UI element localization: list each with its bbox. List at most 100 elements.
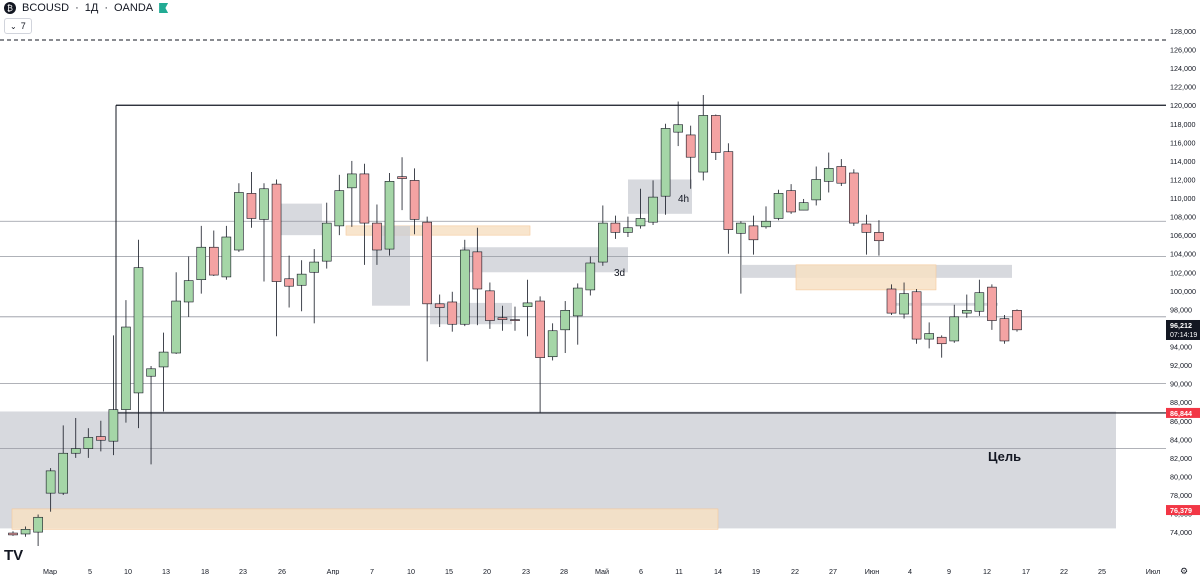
candle[interactable] xyxy=(635,188,646,229)
candle[interactable] xyxy=(33,514,43,547)
candle[interactable] xyxy=(823,152,834,193)
candle[interactable] xyxy=(133,239,144,429)
candle[interactable] xyxy=(70,417,81,458)
candle[interactable] xyxy=(974,279,985,316)
zone-box[interactable] xyxy=(345,225,531,236)
candle[interactable] xyxy=(434,294,445,328)
zone-box[interactable] xyxy=(896,302,998,306)
candle[interactable] xyxy=(798,198,809,211)
zone-box[interactable] xyxy=(280,203,322,236)
candle[interactable] xyxy=(20,526,31,537)
candle[interactable] xyxy=(447,291,458,332)
price-tag[interactable] xyxy=(1166,505,1200,516)
candle[interactable] xyxy=(1012,309,1022,332)
candle[interactable] xyxy=(146,366,156,465)
symbol-name[interactable]: BCOUSD xyxy=(22,2,70,14)
candle[interactable] xyxy=(121,300,131,423)
candle[interactable] xyxy=(45,468,56,512)
candle[interactable] xyxy=(196,225,207,294)
zone-box[interactable] xyxy=(628,179,692,214)
candle[interactable] xyxy=(497,305,508,331)
candle[interactable] xyxy=(522,279,533,337)
candle[interactable] xyxy=(786,184,796,214)
candle[interactable] xyxy=(284,255,294,308)
candle[interactable] xyxy=(673,101,683,147)
candle[interactable] xyxy=(422,216,432,362)
candle[interactable] xyxy=(761,206,771,229)
candle[interactable] xyxy=(572,283,583,345)
candle[interactable] xyxy=(598,205,608,266)
candle[interactable] xyxy=(560,301,571,354)
candle[interactable] xyxy=(108,335,119,456)
candle[interactable] xyxy=(397,157,407,211)
candle[interactable] xyxy=(8,531,18,536)
candle[interactable] xyxy=(547,323,558,361)
candle[interactable] xyxy=(83,428,94,458)
candle[interactable] xyxy=(648,180,658,225)
symbol-header[interactable]: ₿ BCOUSD · 1Д · OANDA xyxy=(4,2,169,14)
candle[interactable] xyxy=(723,143,734,254)
zone-box[interactable] xyxy=(11,508,719,530)
candle[interactable] xyxy=(485,282,495,329)
interval-label[interactable]: 1Д xyxy=(84,2,99,14)
candle[interactable] xyxy=(372,204,382,265)
candle[interactable] xyxy=(660,123,671,215)
candle[interactable] xyxy=(999,314,1010,344)
candle[interactable] xyxy=(585,256,596,296)
candle[interactable] xyxy=(96,420,106,452)
current-price-tag[interactable] xyxy=(1166,319,1200,340)
candle[interactable] xyxy=(459,239,470,327)
candle[interactable] xyxy=(309,249,320,324)
candle[interactable] xyxy=(384,172,395,256)
candle[interactable] xyxy=(849,169,859,226)
candle[interactable] xyxy=(685,125,696,189)
candle[interactable] xyxy=(246,172,257,228)
candle[interactable] xyxy=(811,166,822,206)
candle[interactable] xyxy=(321,202,332,269)
candle[interactable] xyxy=(610,215,621,239)
candle[interactable] xyxy=(899,282,909,319)
candle[interactable] xyxy=(861,214,872,255)
candle[interactable] xyxy=(296,260,307,312)
candle[interactable] xyxy=(359,163,370,265)
candle[interactable] xyxy=(710,114,721,160)
zone-box[interactable] xyxy=(795,264,937,291)
candle[interactable] xyxy=(987,284,997,330)
candle[interactable] xyxy=(773,189,784,221)
candle[interactable] xyxy=(58,425,69,495)
candle[interactable] xyxy=(234,183,244,252)
candle[interactable] xyxy=(535,296,545,413)
gear-icon[interactable]: ⚙ xyxy=(1180,567,1188,575)
indicators-toggle[interactable]: ⌄ 7 xyxy=(4,18,32,34)
candle[interactable] xyxy=(347,160,357,227)
candle[interactable] xyxy=(836,159,847,186)
candle[interactable] xyxy=(271,179,282,337)
candle[interactable] xyxy=(874,220,884,256)
candle[interactable] xyxy=(158,332,169,412)
candle[interactable] xyxy=(886,284,897,315)
candle[interactable] xyxy=(936,335,947,358)
candle[interactable] xyxy=(748,215,759,255)
candle[interactable] xyxy=(334,174,345,236)
candle[interactable] xyxy=(911,288,922,344)
candle[interactable] xyxy=(510,306,520,331)
candle[interactable] xyxy=(209,230,219,276)
price-tag[interactable] xyxy=(1166,407,1200,418)
candle[interactable] xyxy=(171,272,181,354)
candle[interactable] xyxy=(736,221,746,294)
candle[interactable] xyxy=(472,227,483,326)
candle[interactable] xyxy=(623,216,633,238)
candle[interactable] xyxy=(924,322,934,349)
candle[interactable] xyxy=(698,95,709,181)
candle-body xyxy=(648,196,658,223)
candle[interactable] xyxy=(949,304,960,343)
candle-body xyxy=(522,302,533,307)
price-tick-label: 94,000 xyxy=(1170,343,1192,352)
candle[interactable] xyxy=(409,168,420,235)
candle[interactable] xyxy=(961,294,972,318)
candle[interactable] xyxy=(259,183,269,282)
candle[interactable] xyxy=(221,225,232,280)
candle[interactable] xyxy=(183,256,194,317)
candle-body xyxy=(811,179,822,201)
